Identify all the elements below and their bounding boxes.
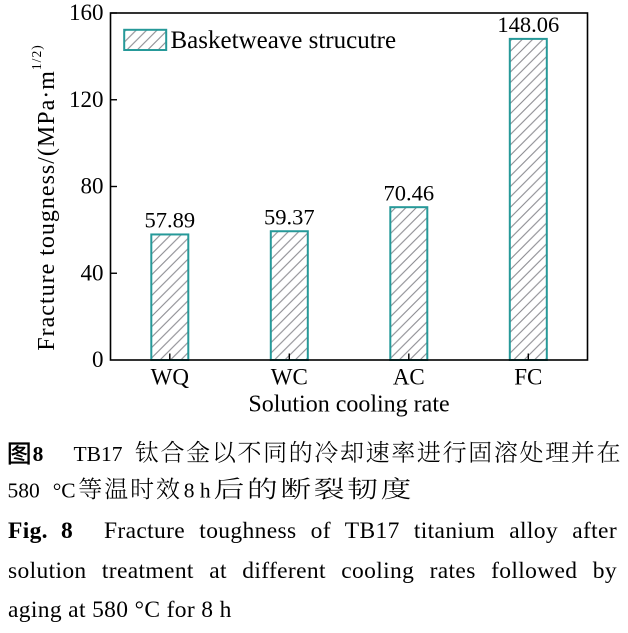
svg-text:70.46: 70.46 [383,180,434,205]
svg-text:8: 8 [33,442,44,466]
svg-text:Basketweave strucutre: Basketweave strucutre [171,27,397,54]
svg-text:40: 40 [81,260,104,285]
svg-text:WQ: WQ [151,365,190,390]
svg-text:148.06: 148.06 [497,12,559,37]
svg-text:°C: °C [53,479,76,503]
svg-text:8 h: 8 h [184,479,211,503]
svg-text:120: 120 [69,87,104,112]
svg-text:WC: WC [271,365,308,390]
svg-text:AC: AC [393,365,425,390]
svg-text:Solution cooling rate: Solution cooling rate [248,392,449,418]
svg-text:59.37: 59.37 [264,204,315,229]
svg-text:580: 580 [8,479,40,503]
svg-text:0: 0 [92,347,104,372]
svg-text:80: 80 [81,174,104,199]
svg-text:TB17: TB17 [74,442,123,466]
svg-text:Fracture tougness/(MPa·m1/2): Fracture tougness/(MPa·m1/2) [29,44,60,350]
svg-text:160: 160 [69,0,104,25]
svg-text:57.89: 57.89 [144,208,195,233]
svg-text:FC: FC [514,365,542,390]
